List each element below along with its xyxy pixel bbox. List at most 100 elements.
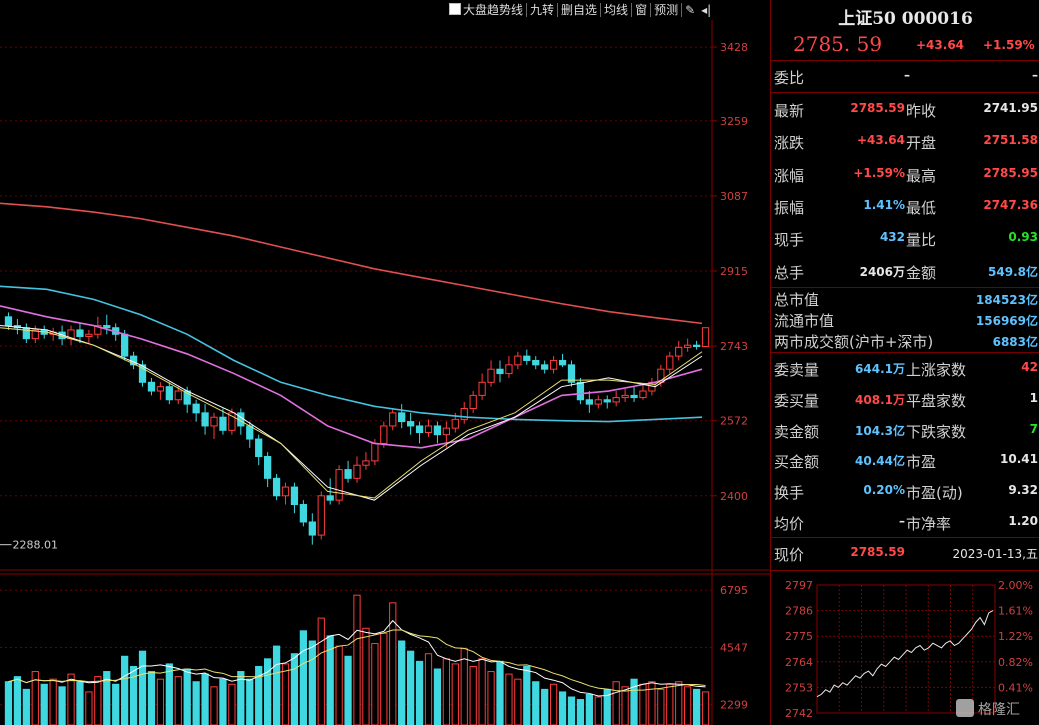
volume-bar bbox=[585, 693, 593, 725]
kline-chart[interactable]: 3428 3259 3087 2915 2743 2572 2400 2288.01 6795 4… bbox=[0, 0, 770, 725]
candle-body bbox=[281, 486, 290, 497]
candle-body bbox=[85, 333, 93, 337]
volume-bar bbox=[684, 686, 692, 725]
volume-bar bbox=[621, 686, 629, 725]
candle-body bbox=[344, 469, 352, 479]
volume-bar bbox=[630, 678, 638, 725]
candle-body bbox=[621, 394, 629, 399]
candle-body bbox=[433, 425, 442, 436]
quote-row: 现手 432 量比 0.93 bbox=[771, 222, 1039, 254]
quote-row: 最新 2785.59 昨收 2741.95 bbox=[771, 93, 1039, 125]
toolbar-trend[interactable]: 大盘趋势线 bbox=[446, 3, 528, 17]
toolbar-nine[interactable]: 九转 bbox=[527, 3, 559, 17]
toolbar-predict[interactable]: 预测 bbox=[651, 3, 683, 17]
volume-bar bbox=[147, 671, 156, 725]
candle-body bbox=[567, 364, 576, 383]
candle-body bbox=[701, 327, 710, 348]
row-label-2: 最低 bbox=[906, 198, 937, 217]
row-value: 432 bbox=[879, 230, 905, 245]
row-value: 1.41% bbox=[863, 197, 905, 212]
candle-body bbox=[684, 344, 692, 348]
volume-bar bbox=[594, 696, 602, 725]
volume-bar bbox=[415, 660, 424, 725]
market-label: 总市值 bbox=[774, 291, 820, 309]
row-value-2: 2747.36 bbox=[983, 197, 1038, 212]
volume-bar bbox=[129, 665, 138, 725]
row-value: 2406万 bbox=[859, 264, 905, 279]
volume-bar bbox=[174, 676, 182, 725]
depth-row: 买金额 40.44亿 市盈 10.41 bbox=[771, 444, 1039, 476]
mini-left-tick: 2742 bbox=[785, 707, 813, 720]
candle-body bbox=[228, 412, 236, 431]
row-label-2: 最高 bbox=[906, 166, 937, 185]
candle-body bbox=[76, 329, 84, 337]
volume-bar bbox=[353, 594, 361, 725]
draw-icon[interactable]: ✎ bbox=[685, 3, 696, 17]
volume-bar bbox=[58, 686, 66, 725]
ma-line bbox=[0, 327, 703, 499]
candle-body bbox=[308, 521, 316, 536]
low-annotation: 2288.01 bbox=[13, 539, 59, 552]
candle-body bbox=[505, 364, 513, 375]
candle-body bbox=[165, 386, 173, 401]
depth-row: 委买量 408.1万 平盘家数 1 bbox=[771, 383, 1039, 415]
volume-bar bbox=[612, 681, 620, 725]
volume-bar bbox=[281, 663, 290, 725]
y-tick-label: 2400 bbox=[720, 490, 748, 503]
candle-body bbox=[389, 412, 397, 427]
volume-bar bbox=[469, 665, 477, 725]
candle-body bbox=[317, 495, 325, 536]
mini-right-tick: 0.82% bbox=[998, 656, 1033, 669]
depth-row: 换手 0.20% 市盈(动) 9.32 bbox=[771, 475, 1039, 507]
volume-bar bbox=[576, 699, 585, 725]
market-value: 156969亿 bbox=[975, 314, 1038, 328]
volume-bar bbox=[219, 678, 227, 725]
volume-bar bbox=[701, 691, 710, 725]
intraday-chart[interactable]: 2797 2.00% 2786 1.61% 2775 1.22% 2764 0.82% 2753… bbox=[771, 575, 1039, 725]
market-value: 6883亿 bbox=[992, 335, 1038, 349]
volume-bar bbox=[237, 671, 245, 725]
mini-left-tick: 2753 bbox=[785, 681, 813, 694]
candle-body bbox=[406, 421, 415, 427]
candle-body bbox=[558, 359, 567, 366]
collapse-icon[interactable]: ◂| bbox=[701, 3, 712, 17]
volume-bar bbox=[94, 676, 102, 725]
row-label: 委卖量 bbox=[774, 361, 820, 379]
candle-body bbox=[585, 399, 593, 405]
row-value: 40.44亿 bbox=[855, 454, 905, 469]
volume-bar bbox=[523, 665, 531, 725]
mini-right-tick: 0.41% bbox=[998, 681, 1033, 694]
candle-body bbox=[469, 394, 477, 409]
volume-ma-line bbox=[8, 629, 706, 692]
candle-body bbox=[174, 390, 182, 401]
volume-bar bbox=[246, 678, 254, 725]
weibi-row: 委比 – – bbox=[774, 68, 1038, 87]
row-value: 104.3亿 bbox=[855, 423, 905, 438]
candle-body bbox=[675, 346, 683, 357]
candle-body bbox=[290, 486, 299, 506]
candle-body bbox=[657, 368, 665, 383]
volume-ma-line bbox=[8, 619, 706, 697]
volume-bar bbox=[308, 640, 316, 725]
volume-bar bbox=[40, 683, 48, 725]
volume-bar bbox=[344, 655, 352, 725]
toolbar-window[interactable]: 窗 bbox=[632, 3, 652, 17]
volume-bar bbox=[228, 683, 236, 725]
toolbar-ma[interactable]: 均线 bbox=[601, 3, 633, 17]
row-label-2: 昨收 bbox=[906, 102, 937, 120]
checkbox-icon[interactable] bbox=[449, 3, 461, 15]
volume-bar bbox=[657, 688, 665, 725]
row-label-2: 市盈(动) bbox=[906, 484, 963, 503]
candle-body bbox=[460, 407, 468, 420]
row-label: 现手 bbox=[774, 231, 805, 250]
quote-row: 总手 2406万 金额 549.8亿 bbox=[771, 255, 1039, 287]
toolbar-remove-fav[interactable]: 删自选 bbox=[558, 3, 602, 17]
mini-left-tick: 2775 bbox=[785, 630, 813, 643]
volume-bar bbox=[505, 673, 513, 725]
volume-bar bbox=[13, 676, 22, 725]
y-tick-label: 2743 bbox=[720, 340, 748, 353]
volume-tick-label: 4547 bbox=[720, 641, 748, 654]
volume-bar bbox=[165, 663, 173, 725]
kline-panel[interactable]: 3428 3259 3087 2915 2743 2572 2400 2288.01 6795 4… bbox=[0, 0, 770, 725]
row-label: 最新 bbox=[774, 102, 805, 120]
